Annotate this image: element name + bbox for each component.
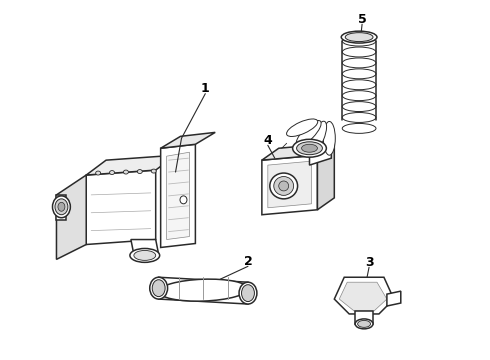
Ellipse shape (110, 171, 115, 175)
Ellipse shape (239, 282, 257, 304)
Ellipse shape (96, 171, 100, 175)
Polygon shape (86, 170, 156, 244)
Text: 5: 5 (358, 13, 367, 26)
Ellipse shape (58, 202, 65, 211)
Ellipse shape (342, 123, 376, 133)
Polygon shape (318, 143, 334, 210)
Polygon shape (131, 239, 159, 255)
Ellipse shape (342, 102, 376, 112)
Ellipse shape (301, 144, 318, 152)
Ellipse shape (123, 170, 128, 174)
Polygon shape (268, 161, 312, 208)
Ellipse shape (180, 196, 187, 204)
Polygon shape (167, 152, 190, 239)
Ellipse shape (296, 142, 322, 155)
Ellipse shape (287, 119, 318, 136)
Polygon shape (334, 277, 394, 314)
Ellipse shape (358, 320, 370, 327)
Ellipse shape (342, 47, 376, 57)
Ellipse shape (342, 58, 376, 68)
Ellipse shape (293, 139, 326, 157)
Polygon shape (161, 144, 196, 247)
Ellipse shape (130, 248, 160, 262)
Ellipse shape (159, 279, 248, 301)
Ellipse shape (274, 176, 294, 195)
Ellipse shape (151, 169, 156, 173)
Polygon shape (339, 282, 387, 311)
Ellipse shape (134, 251, 156, 260)
Polygon shape (56, 195, 66, 220)
Ellipse shape (150, 277, 168, 299)
Polygon shape (56, 175, 86, 260)
Text: 4: 4 (264, 134, 272, 147)
Ellipse shape (342, 36, 376, 46)
Ellipse shape (342, 91, 376, 100)
Ellipse shape (137, 170, 142, 174)
Polygon shape (159, 277, 248, 304)
Ellipse shape (341, 31, 377, 43)
Polygon shape (262, 155, 318, 215)
Ellipse shape (270, 173, 297, 199)
Ellipse shape (152, 280, 165, 297)
Text: 1: 1 (201, 82, 210, 95)
Polygon shape (355, 311, 373, 324)
Ellipse shape (355, 319, 373, 329)
Polygon shape (310, 148, 331, 165)
Polygon shape (161, 132, 215, 148)
Ellipse shape (342, 80, 376, 90)
Ellipse shape (279, 181, 289, 191)
Ellipse shape (342, 113, 376, 122)
Ellipse shape (52, 196, 71, 218)
Polygon shape (387, 291, 401, 306)
Ellipse shape (242, 285, 254, 302)
Text: 3: 3 (365, 256, 373, 269)
Ellipse shape (310, 121, 326, 153)
Ellipse shape (345, 33, 373, 41)
Ellipse shape (342, 69, 376, 79)
Polygon shape (86, 155, 175, 175)
Ellipse shape (296, 121, 321, 146)
Ellipse shape (55, 199, 68, 215)
Ellipse shape (323, 121, 335, 155)
Text: 2: 2 (244, 255, 252, 268)
Polygon shape (262, 143, 334, 160)
